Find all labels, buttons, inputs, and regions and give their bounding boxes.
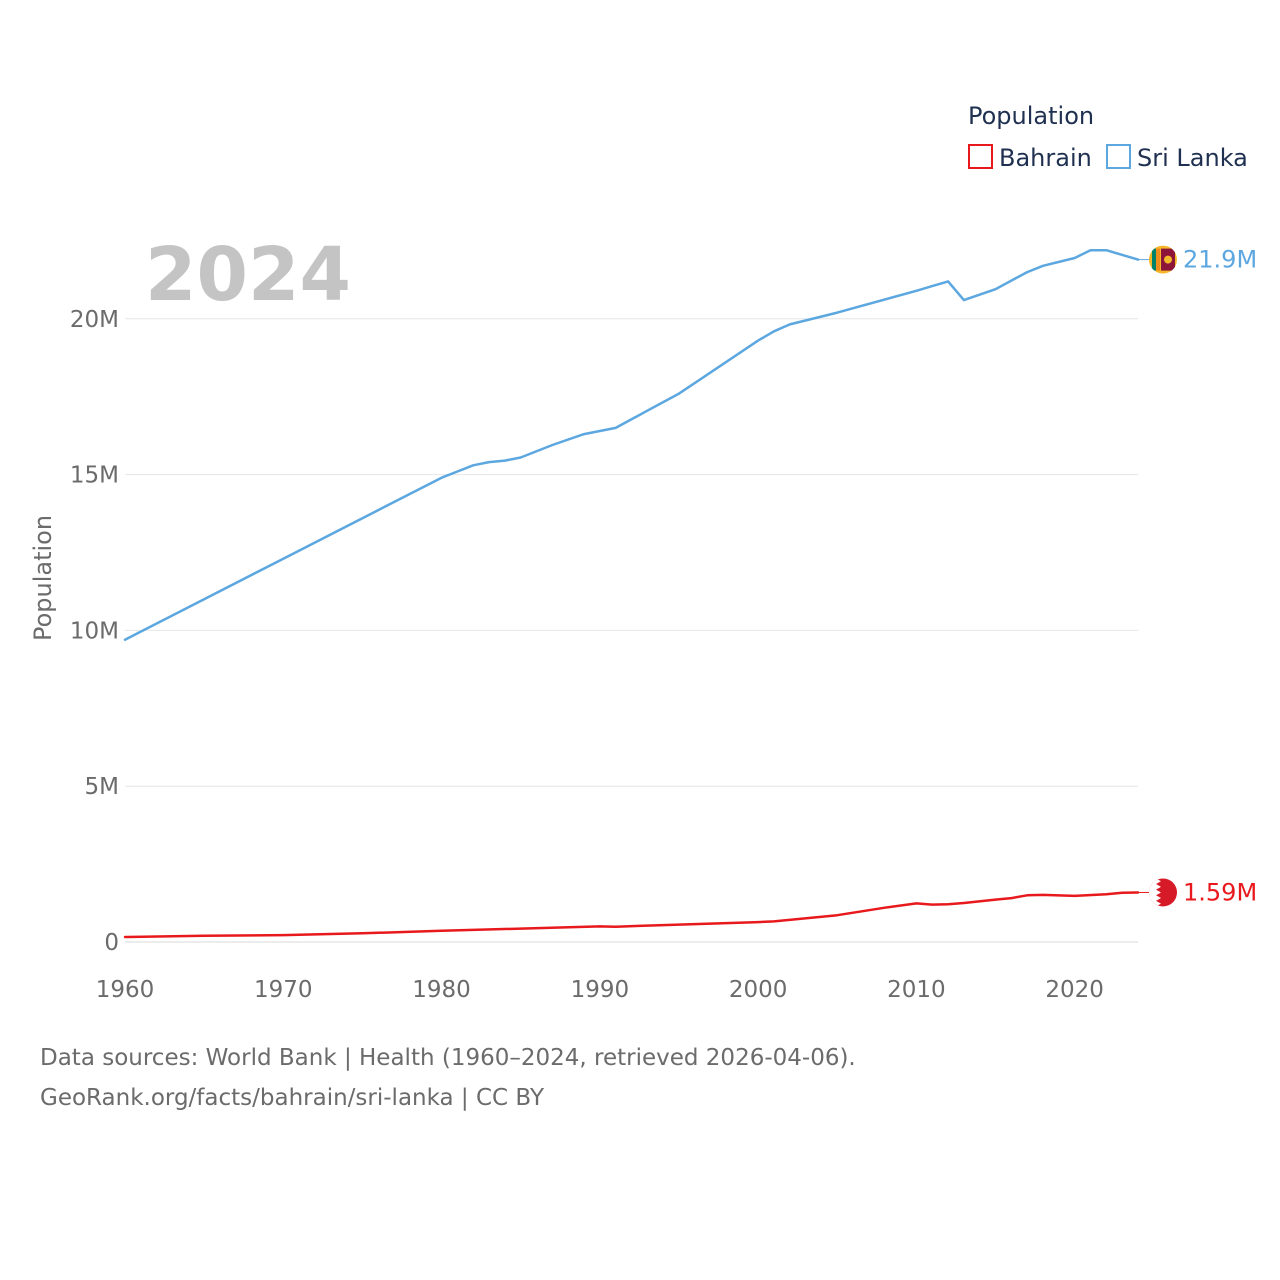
y-tick-label: 0 — [104, 930, 119, 956]
x-tick-label: 1970 — [254, 977, 313, 1003]
y-tick-label: 15M — [70, 463, 119, 489]
legend-swatch-sri-lanka — [1106, 144, 1131, 169]
x-tick-label: 1990 — [571, 977, 630, 1003]
x-axis-ticks: 1960 1970 1980 1990 2000 2010 2020 — [96, 977, 1104, 1003]
source-line-2[interactable]: GeoRank.org/facts/bahrain/sri-lanka | CC… — [40, 1085, 544, 1111]
y-tick-label: 10M — [70, 618, 119, 644]
legend-label-bahrain: Bahrain — [999, 144, 1092, 172]
y-axis-title: Population — [29, 515, 57, 641]
end-value-label: 1.59M — [1183, 878, 1257, 906]
gridlines — [125, 318, 1138, 943]
year-label: 2024 — [145, 232, 351, 318]
bahrain-flag-icon — [1149, 878, 1177, 907]
legend-swatch-bahrain — [968, 144, 993, 169]
series-line-sri-lanka — [123, 248, 1140, 641]
x-tick-label: 2020 — [1045, 977, 1104, 1003]
legend: Population Bahrain Sri Lanka — [968, 102, 1248, 172]
x-tick-label: 1980 — [412, 977, 471, 1003]
series-lines — [123, 248, 1140, 939]
y-axis-ticks: 0 5M 10M 15M 20M — [70, 307, 119, 956]
end-labels: 1.59M 21.9M — [1138, 245, 1257, 907]
source-line-1: Data sources: World Bank | Health (1960–… — [40, 1045, 856, 1071]
legend-item-bahrain[interactable]: Bahrain — [968, 144, 1092, 172]
x-tick-label: 2010 — [887, 977, 946, 1003]
legend-title: Population — [968, 102, 1094, 130]
series-line-bahrain — [123, 891, 1140, 939]
y-tick-label: 20M — [70, 307, 119, 333]
x-tick-label: 2000 — [729, 977, 788, 1003]
end-value-label: 21.9M — [1183, 246, 1257, 274]
x-tick-label: 1960 — [96, 977, 155, 1003]
legend-label-sri-lanka: Sri Lanka — [1137, 144, 1248, 172]
legend-item-sri-lanka[interactable]: Sri Lanka — [1106, 144, 1248, 172]
sri-lanka-flag-icon — [1149, 245, 1177, 274]
y-tick-label: 5M — [85, 774, 119, 800]
